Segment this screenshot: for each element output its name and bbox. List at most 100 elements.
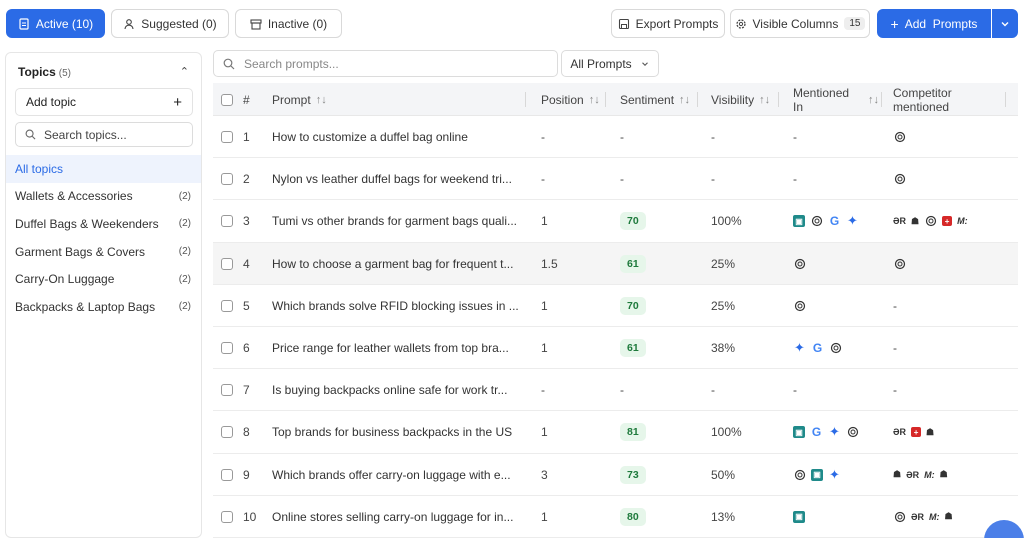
- assistant-fab-button[interactable]: [984, 520, 1024, 538]
- row-position: 1.5: [541, 256, 558, 271]
- perplexity-icon: ▣: [793, 426, 805, 439]
- prompt-search-field[interactable]: Search prompts...: [213, 50, 558, 77]
- row-checkbox[interactable]: [221, 257, 233, 270]
- competitor-ar-icon: ƏR: [893, 216, 907, 227]
- table-row[interactable]: 7 Is buying backpacks online safe for wor…: [213, 369, 1018, 412]
- sort-icon[interactable]: ↑↓: [868, 93, 879, 106]
- sidebar-topic-item[interactable]: Backpacks & Laptop Bags (2): [6, 293, 201, 321]
- competitor-m-icon: M:: [929, 511, 940, 522]
- tab-active-label: Active (10): [35, 16, 94, 31]
- mentioned-empty: -: [793, 383, 797, 398]
- table-row[interactable]: 2 Nylon vs leather duffel bags for weeken…: [213, 158, 1018, 201]
- tab-inactive-label: Inactive (0): [267, 16, 328, 31]
- add-topic-button[interactable]: Add topic +: [15, 88, 193, 116]
- sidebar-topic-item[interactable]: Carry-On Luggage (2): [6, 265, 201, 293]
- column-header-mentioned[interactable]: Mentioned In: [793, 83, 853, 116]
- table-row[interactable]: 1 How to customize a duffel bag online - - -…: [213, 116, 1018, 159]
- sort-icon[interactable]: ↑↓: [315, 93, 327, 106]
- table-row[interactable]: 3 Tumi vs other brands for garment bags q…: [213, 200, 1018, 243]
- sort-icon[interactable]: ↑↓: [588, 93, 600, 106]
- row-prompt[interactable]: How to customize a duffel bag online: [272, 130, 468, 144]
- row-checkbox[interactable]: [221, 468, 233, 481]
- sidebar-topic-label: All topics: [15, 161, 64, 176]
- row-checkbox[interactable]: [221, 384, 233, 397]
- column-header-competitor[interactable]: Competitor mentioned: [893, 83, 983, 116]
- sort-icon[interactable]: ↑↓: [679, 93, 691, 106]
- row-checkbox-cell: [221, 411, 233, 453]
- row-prompt[interactable]: Which brands offer carry-on luggage with…: [272, 467, 511, 482]
- column-header-visibility[interactable]: Visibility ↑↓: [711, 83, 770, 116]
- chevron-up-icon[interactable]: ⌃: [179, 66, 189, 78]
- row-prompt[interactable]: Nylon vs leather duffel bags for weekend…: [272, 172, 512, 187]
- row-position: 1: [541, 425, 548, 440]
- row-visibility: 100%: [711, 425, 742, 440]
- row-checkbox[interactable]: [221, 299, 233, 312]
- row-mentioned-in: -: [793, 116, 797, 158]
- openai-icon: [893, 131, 906, 144]
- competitor-swiss-icon: +: [942, 216, 953, 227]
- row-sentiment-cell: 73: [620, 454, 646, 496]
- row-checkbox[interactable]: [221, 426, 233, 439]
- sidebar-topic-label: Carry-On Luggage: [15, 272, 115, 287]
- row-prompt[interactable]: Price range for leather wallets from top…: [272, 340, 509, 355]
- row-mentioned-in: ▣ G ✦: [793, 200, 859, 242]
- plus-icon: +: [890, 15, 899, 32]
- sidebar-topic-item[interactable]: Duffel Bags & Weekenders (2): [6, 210, 201, 238]
- row-checkbox-cell: [221, 116, 233, 158]
- mentioned-icons: ▣: [793, 510, 805, 523]
- table-row[interactable]: 9 Which brands offer carry-on luggage wit…: [213, 454, 1018, 496]
- row-sentiment-cell: 80: [620, 496, 646, 538]
- competitor-m-icon: M:: [924, 469, 935, 480]
- prompt-filter-select[interactable]: All Prompts: [561, 50, 659, 77]
- row-prompt[interactable]: Online stores selling carry-on luggage f…: [272, 509, 514, 524]
- export-prompts-button[interactable]: Export Prompts: [611, 9, 725, 38]
- sidebar-topic-item[interactable]: Wallets & Accessories (2): [6, 183, 201, 211]
- competitor-swiss-icon: +: [911, 427, 922, 438]
- sidebar-topic-item[interactable]: All topics: [6, 155, 201, 183]
- perplexity-icon: ▣: [793, 510, 805, 523]
- table-row[interactable]: 6 Price range for leather wallets from to…: [213, 327, 1018, 370]
- table-row[interactable]: 8 Top brands for business backpacks in th…: [213, 411, 1018, 454]
- column-header-prompt[interactable]: Prompt ↑↓: [272, 83, 327, 116]
- topic-search-field[interactable]: Search topics...: [15, 122, 193, 147]
- sentiment-badge: 80: [620, 507, 646, 526]
- column-header-sentiment[interactable]: Sentiment ↑↓: [620, 83, 690, 116]
- sentiment-badge: 70: [620, 296, 646, 315]
- row-checkbox[interactable]: [221, 173, 233, 186]
- row-visibility: 13%: [711, 509, 736, 524]
- row-mentioned-in: [793, 285, 806, 327]
- table-row[interactable]: 4 How to choose a garment bag for frequen…: [213, 242, 1018, 285]
- sentiment-badge: -: [620, 172, 624, 187]
- row-prompt[interactable]: Tumi vs other brands for garment bags qu…: [272, 214, 518, 229]
- tab-active[interactable]: Active (10): [6, 9, 105, 38]
- row-prompt[interactable]: Top brands for business backpacks in the…: [272, 425, 513, 440]
- openai-icon: [793, 299, 806, 312]
- tab-inactive[interactable]: Inactive (0): [235, 9, 342, 38]
- select-all-checkbox[interactable]: [221, 83, 233, 116]
- row-checkbox[interactable]: [221, 215, 233, 228]
- add-prompts-dropdown[interactable]: [992, 9, 1018, 38]
- sidebar-topic-item[interactable]: Garment Bags & Covers (2): [6, 238, 201, 266]
- row-checkbox[interactable]: [221, 341, 233, 354]
- row-position: 1: [541, 214, 548, 229]
- sidebar-topic-label: Backpacks & Laptop Bags: [15, 299, 156, 314]
- export-label: Export Prompts: [635, 16, 719, 31]
- visible-columns-button[interactable]: Visible Columns 15: [730, 9, 870, 38]
- column-header-position[interactable]: Position ↑↓: [541, 83, 600, 116]
- mentioned-icons: ✦ G: [793, 340, 842, 355]
- topics-header: Topics (5): [18, 65, 71, 79]
- row-prompt[interactable]: How to choose a garment bag for frequent…: [272, 256, 514, 271]
- row-position: 1: [541, 340, 548, 355]
- table-row[interactable]: 10 Online stores selling carry-on luggage…: [213, 496, 1018, 538]
- row-prompt[interactable]: Which brands solve RFID blocking issues …: [272, 298, 519, 313]
- add-prompts-button[interactable]: + Add Prompts: [877, 9, 991, 38]
- tab-suggested[interactable]: Suggested (0): [111, 9, 229, 38]
- row-competitor-mentioned: ☗ ƏR M: ☗: [893, 454, 948, 496]
- row-checkbox-cell: [221, 158, 233, 200]
- row-checkbox[interactable]: [221, 510, 233, 523]
- competitor-ar-icon: ƏR: [893, 427, 907, 438]
- row-checkbox[interactable]: [221, 131, 233, 143]
- sort-icon[interactable]: ↑↓: [759, 93, 771, 106]
- row-prompt[interactable]: Is buying backpacks online safe for work…: [272, 383, 508, 398]
- table-row[interactable]: 5 Which brands solve RFID blocking issues…: [213, 285, 1018, 327]
